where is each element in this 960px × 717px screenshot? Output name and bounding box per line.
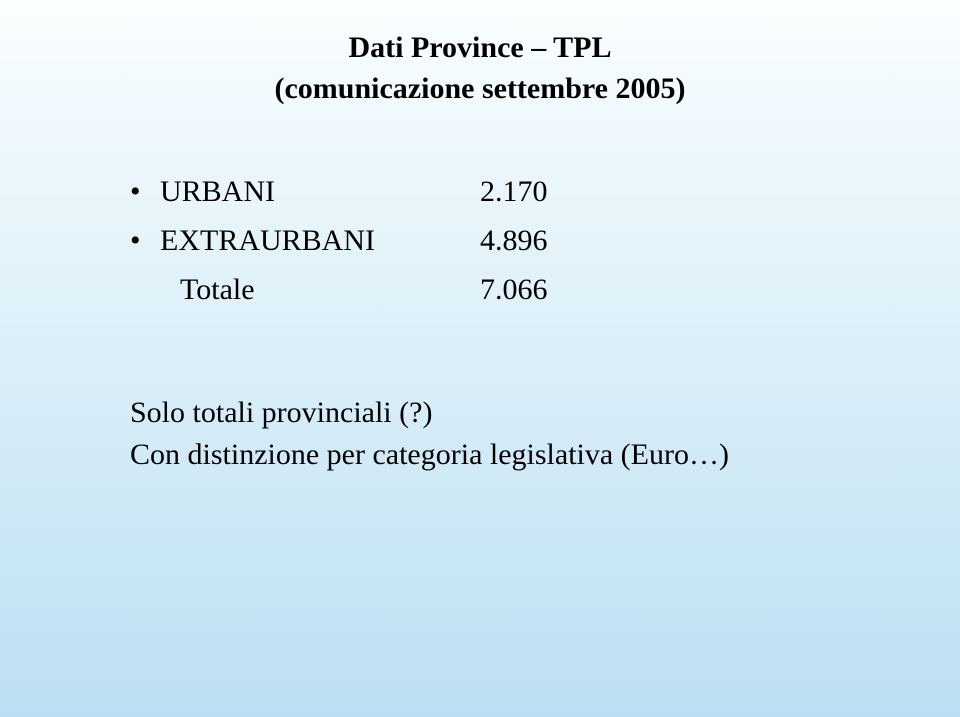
total-value: 7.066: [480, 267, 548, 312]
data-list: • URBANI 2.170 • EXTRAURBANI 4.896 • Tot…: [130, 169, 900, 312]
row-value: 4.896: [480, 218, 548, 263]
bullet-icon: •: [130, 169, 160, 214]
title-line-1: Dati Province – TPL: [60, 28, 900, 69]
slide-title-block: Dati Province – TPL (comunicazione sette…: [60, 28, 900, 109]
data-row-extraurbani: • EXTRAURBANI 4.896: [130, 218, 900, 263]
note-line-2: Con distinzione per categoria legislativ…: [130, 434, 900, 476]
bullet-icon: •: [130, 218, 160, 263]
note-line-1: Solo totali provinciali (?): [130, 392, 900, 434]
data-row-total: • Totale 7.066: [130, 267, 900, 312]
title-line-2: (comunicazione settembre 2005): [60, 69, 900, 110]
slide: Dati Province – TPL (comunicazione sette…: [0, 0, 960, 717]
data-row-urbani: • URBANI 2.170: [130, 169, 900, 214]
notes-block: Solo totali provinciali (?) Con distinzi…: [130, 392, 900, 476]
row-label: URBANI: [160, 169, 480, 214]
total-label: Totale: [160, 267, 480, 312]
row-label: EXTRAURBANI: [160, 218, 480, 263]
row-value: 2.170: [480, 169, 548, 214]
